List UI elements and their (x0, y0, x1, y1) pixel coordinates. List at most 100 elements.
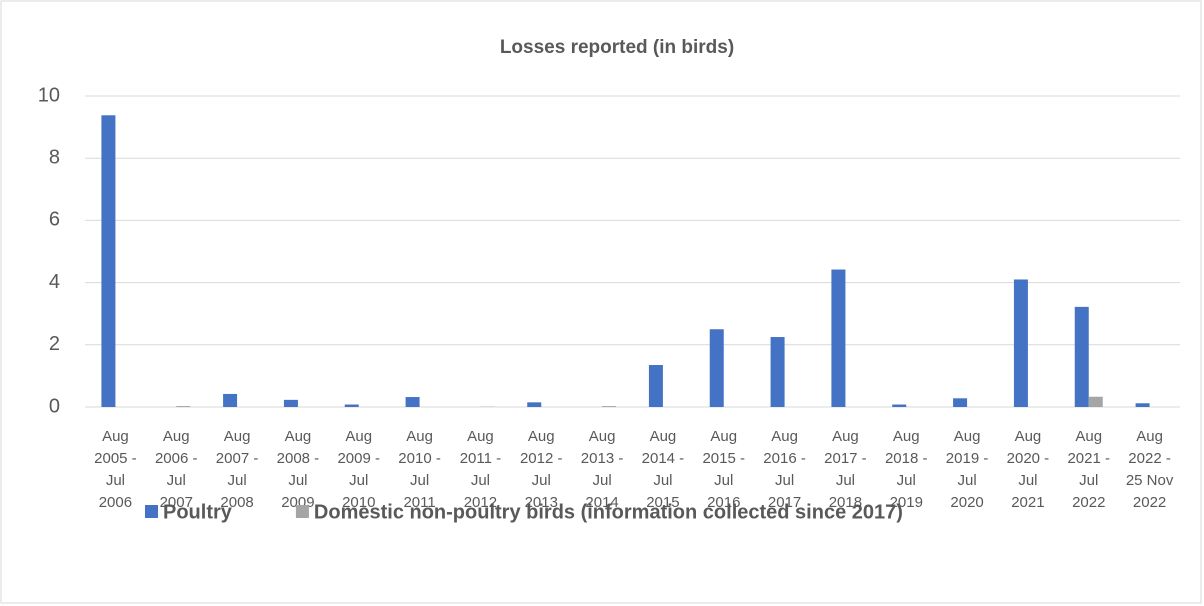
x-tick-label: 2019 - (946, 450, 989, 467)
x-tick-label: 2021 (1011, 494, 1044, 511)
x-tick-label: Aug (528, 428, 555, 445)
x-tick-label: 2014 - (642, 450, 685, 467)
chart-title: Losses reported (in birds) (500, 37, 734, 58)
y-tick-label: 2 (49, 333, 60, 355)
x-tick-label: 2012 - (520, 450, 563, 467)
bar (527, 402, 542, 407)
x-tick-label: Jul (836, 472, 855, 489)
x-tick-label: Jul (227, 472, 246, 489)
x-tick-label: Jul (288, 472, 307, 489)
x-tick-label: 2016 (707, 494, 740, 511)
bar (344, 404, 359, 407)
x-tick-label: Jul (897, 472, 916, 489)
x-tick-label: Jul (592, 472, 611, 489)
bar (223, 393, 238, 407)
bar (770, 337, 785, 407)
x-tick-label: Aug (102, 428, 129, 445)
bar (101, 115, 116, 408)
x-tick-label: 2018 (829, 494, 862, 511)
x-tick-label: Aug (1075, 428, 1102, 445)
x-tick-label: 2006 - (155, 450, 198, 467)
bar (1088, 396, 1103, 407)
y-tick-label: 4 (49, 271, 60, 293)
legend-swatch (295, 505, 309, 518)
x-tick-label: 2017 - (824, 450, 867, 467)
bar (892, 404, 907, 407)
x-tick-label: Aug (771, 428, 798, 445)
x-tick-label: Jul (167, 472, 186, 489)
x-tick-label: 2008 (220, 494, 253, 511)
x-tick-label: 2020 (950, 494, 983, 511)
x-tick-label: 2015 - (702, 450, 745, 467)
x-tick-label: Jul (532, 472, 551, 489)
x-tick-label: 2022 - (1128, 450, 1171, 467)
bar (405, 397, 420, 407)
bar (1135, 403, 1150, 407)
bar (648, 365, 663, 407)
x-tick-label: 2022 (1133, 494, 1166, 511)
x-tick-label: Jul (106, 472, 125, 489)
bar (283, 399, 298, 407)
bar (1074, 306, 1089, 407)
x-tick-label: 2017 (768, 494, 801, 511)
bar (709, 329, 724, 407)
x-tick-label: 2015 (646, 494, 679, 511)
x-tick-label: 2005 - (94, 450, 137, 467)
y-tick-label: 10 (38, 84, 60, 106)
x-tick-label: Jul (653, 472, 672, 489)
x-tick-label: 2018 - (885, 450, 928, 467)
x-tick-label: Aug (224, 428, 251, 445)
x-tick-label: Aug (954, 428, 981, 445)
legend-label: Domestic non-poultry birds (information … (314, 501, 903, 523)
x-tick-label: 2019 (890, 494, 923, 511)
y-tick-label: 6 (49, 209, 60, 231)
x-tick-label: 2011 (403, 494, 435, 511)
x-tick-label: Jul (410, 472, 429, 489)
x-tick-label: 2013 - (581, 450, 624, 467)
x-tick-label: Jul (1018, 472, 1037, 489)
x-tick-label: Aug (1136, 428, 1163, 445)
x-tick-label: Jul (1079, 472, 1098, 489)
x-tick-label: Aug (710, 428, 737, 445)
x-tick-label: 2009 - (337, 450, 380, 467)
x-tick-label: 2010 (342, 494, 375, 511)
x-tick-label: Aug (589, 428, 616, 445)
x-tick-label: Jul (775, 472, 794, 489)
y-tick-label: 8 (49, 146, 60, 168)
y-tick-label: 0 (49, 395, 60, 417)
legend-label: Poultry (163, 501, 233, 523)
bar (1013, 279, 1028, 407)
x-tick-label: 2016 - (763, 450, 806, 467)
x-tick-label: Aug (467, 428, 494, 445)
x-tick-label: 2006 (99, 494, 132, 511)
x-tick-label: Aug (285, 428, 312, 445)
x-tick-label: Aug (406, 428, 433, 445)
x-tick-label: 2020 - (1007, 450, 1050, 467)
x-tick-label: Jul (714, 472, 733, 489)
x-tick-label: Aug (163, 428, 190, 445)
x-tick-label: 2013 (525, 494, 558, 511)
x-tick-label: Jul (349, 472, 368, 489)
x-tick-label: 2007 - (216, 450, 259, 467)
x-tick-label: 2014 (585, 494, 618, 511)
x-tick-label: 2007 (160, 494, 193, 511)
x-tick-label: Jul (957, 472, 976, 489)
x-tick-label: 2011 - (460, 450, 501, 467)
x-tick-label: 2012 (464, 494, 497, 511)
bar (953, 398, 968, 407)
bar (831, 269, 846, 407)
x-tick-label: Aug (893, 428, 920, 445)
x-tick-label: Aug (832, 428, 859, 445)
x-tick-label: 2022 (1072, 494, 1105, 511)
x-tick-label: 2008 - (277, 450, 320, 467)
x-tick-label: Jul (471, 472, 490, 489)
x-tick-label: Aug (345, 428, 372, 445)
bar (602, 406, 617, 407)
x-tick-label: 25 Nov (1126, 472, 1174, 489)
x-tick-label: Aug (650, 428, 677, 445)
x-tick-label: 2021 - (1067, 450, 1110, 467)
bar (176, 406, 191, 407)
legend-swatch (145, 505, 158, 518)
